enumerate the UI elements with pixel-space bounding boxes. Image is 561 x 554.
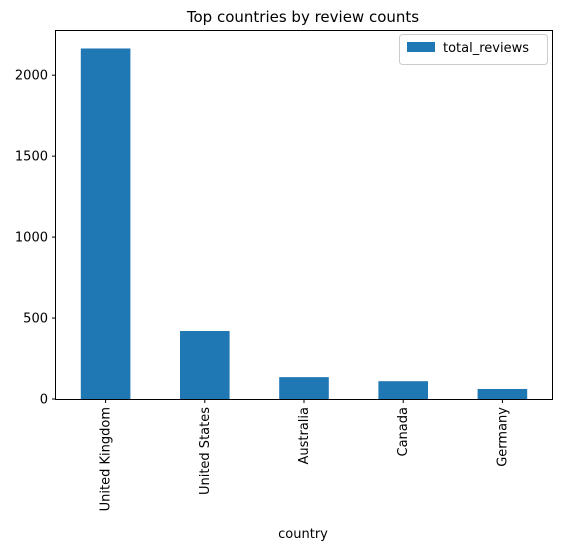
bar-united-states: [180, 331, 230, 399]
bar-germany: [477, 388, 528, 399]
x-tick-label: United States: [198, 407, 213, 495]
plot-frame: [55, 30, 553, 400]
bar-australia: [279, 377, 329, 399]
x-tick-label: Canada: [396, 407, 411, 456]
y-tick-label: 2000: [15, 69, 48, 84]
x-tick-label: United Kingdom: [99, 407, 114, 511]
x-tick-label: Australia: [297, 407, 312, 465]
bars-layer: [80, 48, 528, 399]
legend-swatch: [407, 42, 435, 52]
x-axis-label: country: [278, 527, 328, 542]
bar-united-kingdom: [80, 48, 131, 399]
bar-canada: [378, 381, 428, 399]
chart-title: Top countries by review counts: [186, 8, 419, 26]
y-tick-label: 1500: [15, 150, 48, 165]
legend-label: total_reviews: [443, 41, 529, 56]
y-tick-label: 0: [40, 393, 48, 408]
x-tick-label: Germany: [495, 407, 510, 467]
y-axis: 0 500 1000 1500 2000: [15, 69, 56, 408]
y-tick-label: 500: [23, 312, 48, 327]
x-axis: United Kingdom United States Australia Cana…: [99, 399, 510, 511]
legend: total_reviews: [399, 34, 548, 65]
legend-frame: [399, 34, 548, 65]
y-tick-label: 1000: [15, 231, 48, 246]
